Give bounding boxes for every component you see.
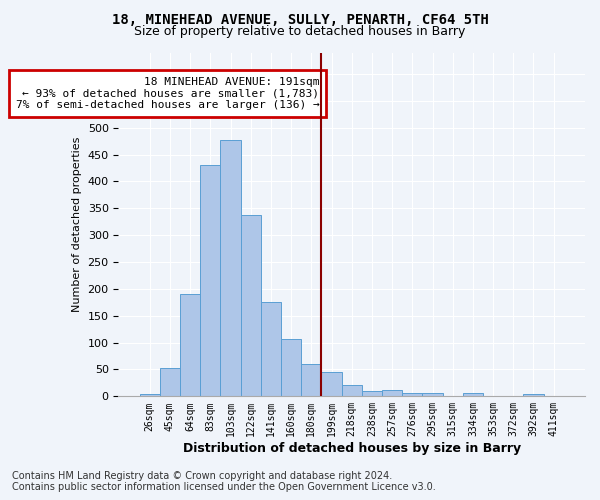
Bar	[241, 214, 261, 396]
Bar	[422, 393, 443, 396]
Text: Size of property relative to detached houses in Barry: Size of property relative to detached ho…	[134, 25, 466, 38]
Bar	[362, 391, 382, 396]
Y-axis label: Number of detached properties: Number of detached properties	[72, 136, 82, 312]
Bar	[382, 390, 402, 396]
Text: 18, MINEHEAD AVENUE, SULLY, PENARTH, CF64 5TH: 18, MINEHEAD AVENUE, SULLY, PENARTH, CF6…	[112, 12, 488, 26]
Bar	[402, 392, 422, 396]
Bar	[160, 368, 180, 396]
Bar	[140, 394, 160, 396]
Bar	[281, 339, 301, 396]
X-axis label: Distribution of detached houses by size in Barry: Distribution of detached houses by size …	[182, 442, 521, 455]
Bar	[463, 393, 483, 396]
Bar	[220, 140, 241, 396]
Text: Contains HM Land Registry data © Crown copyright and database right 2024.
Contai: Contains HM Land Registry data © Crown c…	[12, 471, 436, 492]
Bar	[322, 372, 341, 396]
Bar	[261, 302, 281, 396]
Bar	[523, 394, 544, 396]
Bar	[200, 166, 220, 396]
Text: 18 MINEHEAD AVENUE: 191sqm
← 93% of detached houses are smaller (1,783)
7% of se: 18 MINEHEAD AVENUE: 191sqm ← 93% of deta…	[16, 76, 319, 110]
Bar	[180, 294, 200, 396]
Bar	[341, 385, 362, 396]
Bar	[301, 364, 322, 396]
